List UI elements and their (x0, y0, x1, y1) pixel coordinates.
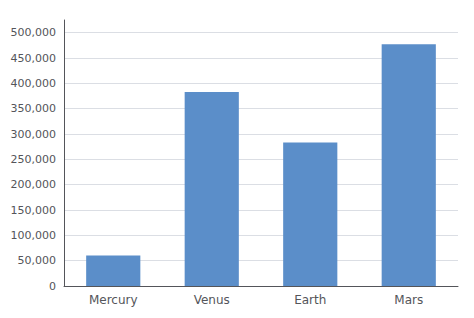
svg-text:50,000: 50,000 (18, 254, 57, 267)
svg-text:400,000: 400,000 (11, 77, 57, 90)
svg-text:Mercury: Mercury (89, 293, 138, 307)
svg-text:450,000: 450,000 (11, 52, 57, 65)
svg-text:Venus: Venus (194, 293, 230, 307)
svg-text:Earth: Earth (294, 293, 326, 307)
svg-text:300,000: 300,000 (11, 128, 57, 141)
svg-text:250,000: 250,000 (11, 153, 57, 166)
svg-text:Mars: Mars (394, 293, 423, 307)
svg-text:0: 0 (49, 280, 56, 293)
svg-text:500,000: 500,000 (11, 26, 57, 39)
svg-text:150,000: 150,000 (11, 204, 57, 217)
svg-text:200,000: 200,000 (11, 178, 57, 191)
svg-text:350,000: 350,000 (11, 102, 57, 115)
svg-text:100,000: 100,000 (11, 229, 57, 242)
